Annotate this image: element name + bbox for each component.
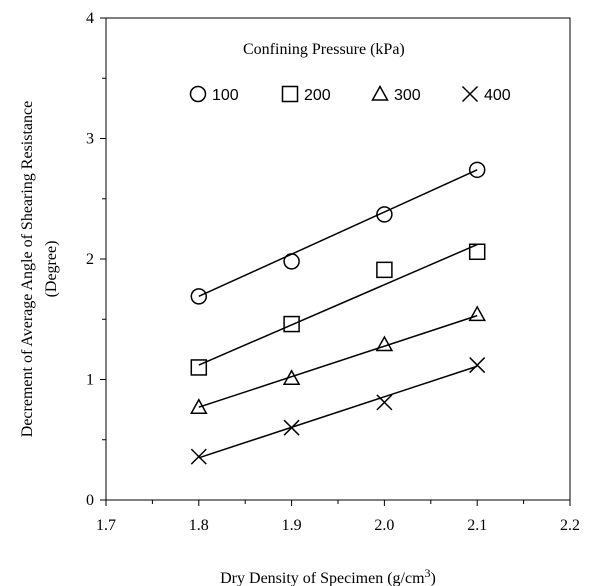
cross-stroke [469,357,486,374]
series-300 [190,305,486,414]
data-point-200 [190,359,208,376]
trend-line-300 [198,314,478,408]
data-point-100 [376,206,393,223]
y-tick-label: 1 [86,372,94,389]
axis-titles: Dry Density of Specimen (g/cm3) Decremen… [19,101,436,586]
x-axis-title: Dry Density of Specimen (g/cm3) [220,566,436,586]
y-tick-label: 0 [86,492,94,509]
series-100 [190,161,486,305]
x-tick-label: 2.2 [560,517,580,534]
cross-stroke [283,419,300,436]
data-point-300 [282,369,301,386]
x-axis-title-main: Dry Density of Specimen (g/cm [220,570,425,586]
data-point-400 [283,419,300,436]
data-point-100 [190,288,208,305]
data-point-100 [468,161,486,179]
y-axis-title-line2: (Degree) [43,241,60,298]
data-point-300 [375,335,394,352]
legend-label-100: 100 [212,87,239,104]
cross-stroke [376,394,393,411]
x-axis-title-superscript: 3 [425,566,431,580]
y-tick-label: 3 [86,131,94,148]
data-point-400 [190,448,207,465]
data-point-300 [468,305,486,322]
legend-marker-300 [371,84,389,101]
y-tick-label: 2 [86,251,94,268]
data-point-200 [376,261,393,279]
y-tick-label: 4 [86,10,94,27]
data-point-300 [190,398,208,414]
axes: 1.7 1.8 1.9 2.0 2.1 2.2 0 1 2 3 4 [86,10,580,534]
cross-stroke [190,448,207,465]
legend-marker-100 [189,85,207,103]
x-tick-label: 1.8 [189,517,209,534]
series-400 [190,357,486,465]
data-point-400 [376,394,393,411]
trend-line-400 [198,365,478,459]
legend-marker-200 [281,85,299,103]
legend: Confining Pressure (kPa) 100 200 300 400 [189,41,511,104]
legend-label-200: 200 [304,87,331,104]
x-axis-title-suffix: ) [431,570,436,586]
legend-label-400: 400 [484,87,511,104]
x-tick-label: 1.7 [96,517,116,534]
x-tick-label: 2.1 [467,517,487,534]
data-point-200 [468,243,486,261]
y-axis-title-line1: Decrement of Average Angle of Shearing R… [19,101,36,437]
data-point-400 [469,357,486,374]
x-tick-label: 2.0 [374,517,394,534]
series-layer [190,161,486,465]
data-point-100 [283,253,300,270]
x-tick-label: 1.9 [282,517,302,534]
trend-line-200 [198,243,478,366]
legend-marker-400 [461,85,479,103]
trend-line-100 [198,169,478,298]
series-200 [190,243,486,376]
legend-label-300: 300 [394,87,421,104]
legend-title: Confining Pressure (kPa) [243,41,405,58]
cross-stroke [461,85,479,103]
data-point-200 [283,315,300,333]
